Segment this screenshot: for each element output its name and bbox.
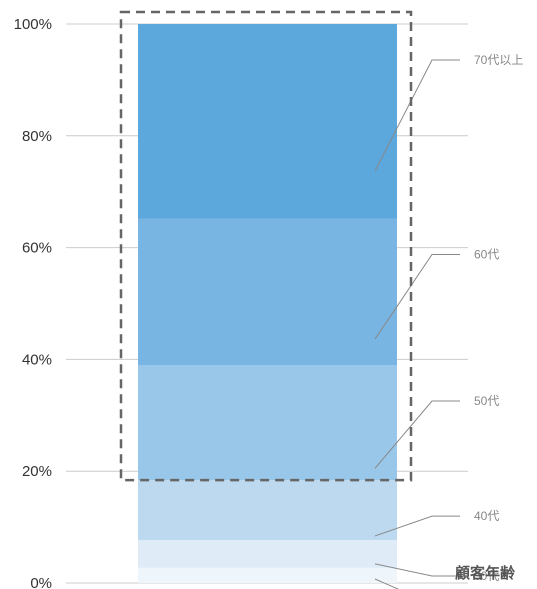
- segment-labels: 20代30代40代50代60代70代以上: [474, 53, 523, 583]
- bar-segment: [138, 539, 397, 568]
- y-tick-label: 0%: [30, 575, 52, 589]
- segment-label: 40代: [474, 509, 499, 523]
- leader-line: [374, 515, 460, 537]
- segment-leader-lines: [374, 59, 460, 589]
- y-tick-label: 20%: [22, 463, 52, 480]
- y-tick-label: 40%: [22, 351, 52, 368]
- leader-line: [374, 254, 460, 340]
- bar-segment: [138, 480, 397, 540]
- leader-line: [374, 59, 460, 172]
- bar-segment: [138, 24, 397, 219]
- segment-label: 60代: [474, 248, 499, 262]
- highlight-dashed-box: [119, 10, 413, 482]
- bar-segment: [138, 218, 397, 365]
- leader-line: [374, 400, 460, 469]
- segment-label: 50代: [474, 394, 499, 408]
- segment-label: 30代: [474, 569, 499, 583]
- bar-segment: [138, 364, 397, 481]
- y-tick-label: 80%: [22, 128, 52, 145]
- y-axis-tick-labels: 0% 20% 40% 60% 80% 100%: [14, 16, 52, 589]
- leader-line: [374, 563, 460, 577]
- bar-segments: [138, 24, 397, 583]
- category-label: 顧客年齢: [455, 564, 516, 582]
- segment-label: 70代以上: [474, 53, 523, 67]
- leader-line: [374, 578, 400, 589]
- y-tick-label: 100%: [14, 16, 52, 33]
- bar-segment: [138, 567, 397, 583]
- y-tick-label: 60%: [22, 240, 52, 257]
